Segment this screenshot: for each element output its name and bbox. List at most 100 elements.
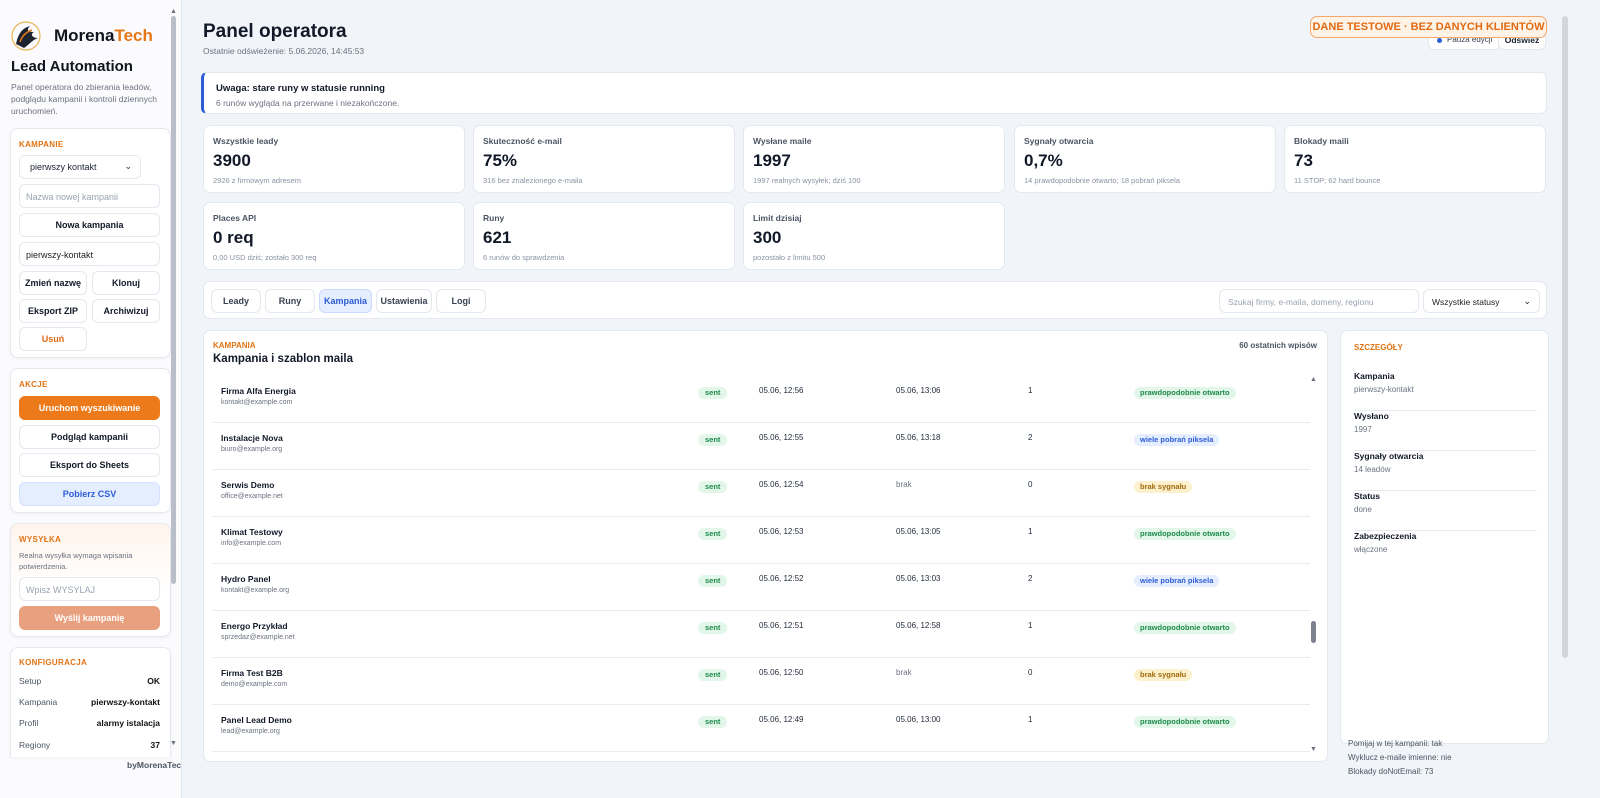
- tab-runs[interactable]: Runy: [265, 289, 315, 313]
- detail-key: Wysłano: [1354, 411, 1389, 421]
- stat-label: Skuteczność e-mail: [483, 136, 562, 146]
- campaign-slug-input[interactable]: pierwszy-kontakt: [19, 242, 160, 266]
- config-value: 37: [150, 740, 160, 750]
- detail-item: Wysłano 1997: [1354, 411, 1537, 451]
- opened-date: 05.06, 13:00: [896, 715, 941, 724]
- config-row-regions: Regiony 37: [19, 740, 160, 750]
- campaign-select[interactable]: pierwszy kontakt ⌄: [19, 155, 141, 179]
- detail-item: Status done: [1354, 491, 1537, 531]
- export-zip-button[interactable]: Eksport ZIP: [19, 299, 87, 323]
- company-name: Hydro Panel: [221, 574, 271, 584]
- opened-date: brak: [896, 668, 912, 677]
- preview-campaign-button[interactable]: Podgląd kampanii: [19, 425, 160, 449]
- scroll-thumb[interactable]: [1311, 621, 1316, 643]
- signal-badge: wiele pobrań piksela: [1134, 434, 1220, 446]
- send-confirm-input[interactable]: Wpisz WYSYLAJ: [19, 577, 160, 601]
- send-campaign-button[interactable]: Wyślij kampanię: [19, 606, 160, 630]
- table-row[interactable]: Firma Alfa Energia kontakt@example.com sen…: [212, 376, 1310, 423]
- detail-value: pierwszy-kontakt: [1354, 385, 1414, 394]
- rename-button[interactable]: Zmień nazwę: [19, 271, 87, 295]
- new-campaign-input[interactable]: Nazwa nowej kampanii: [19, 184, 160, 208]
- scroll-down-icon[interactable]: ▼: [1310, 746, 1317, 753]
- table-row[interactable]: Energo Przykład sprzedaz@example.net sent 0…: [212, 611, 1310, 658]
- scroll-up-icon[interactable]: ▲: [1310, 376, 1317, 383]
- sidebar-scrollbar[interactable]: [171, 16, 176, 584]
- brand-footer: byMorenaTech: [127, 760, 182, 770]
- open-count: 1: [1028, 527, 1033, 536]
- details-overflow-line: Blokady doNotEmail: 73: [1348, 767, 1434, 776]
- rows-scrollbar[interactable]: ▲ ▼: [1309, 376, 1319, 756]
- status-filter-value: Wszystkie statusy: [1432, 297, 1500, 307]
- opened-date: 05.06, 13:03: [896, 574, 941, 583]
- scroll-up-icon[interactable]: ▲: [170, 8, 177, 15]
- signal-badge: brak sygnału: [1134, 669, 1193, 681]
- detail-value: włączone: [1354, 545, 1388, 554]
- status-badge: sent: [698, 387, 728, 399]
- status-dot-icon: [1437, 37, 1442, 43]
- stat-label: Limit dzisiaj: [753, 213, 802, 223]
- campaign-panel: KAMPANIA Kampania i szablon maila 60 ost…: [203, 330, 1328, 762]
- tab-campaign[interactable]: Kampania: [319, 289, 372, 313]
- details-heading: SZCZEGÓŁY: [1354, 343, 1403, 352]
- chevron-down-icon: ⌄: [124, 161, 132, 171]
- config-card: KONFIGURACJA Setup OK Kampania pierwszy-ko…: [10, 647, 171, 757]
- stat-value: 1997: [753, 151, 791, 170]
- logo-name: Morena: [54, 26, 115, 45]
- sending-heading: WYSYŁKA: [19, 535, 62, 544]
- stat-sub: 0,00 USD dziś; zostało 300 req: [213, 253, 317, 262]
- status-filter-select[interactable]: Wszystkie statusy ⌄: [1423, 289, 1540, 313]
- status-badge: sent: [698, 528, 728, 540]
- tab-logs[interactable]: Logi: [436, 289, 486, 313]
- table-row[interactable]: Serwis Demo office@example.net sent 05.06, …: [212, 470, 1310, 517]
- table-row[interactable]: Firma Test B2B demo@example.com sent 05.06,…: [212, 658, 1310, 705]
- company-email: info@example.com: [221, 540, 282, 547]
- table-row[interactable]: Klimat Testowy info@example.com sent 05.06,…: [212, 517, 1310, 564]
- new-campaign-button[interactable]: Nowa kampania: [19, 213, 160, 237]
- alert-text: 6 runów wygląda na przerwane i niezakońc…: [216, 98, 400, 108]
- table-row[interactable]: Hydro Panel kontakt@example.org sent 05.06,…: [212, 564, 1310, 611]
- config-key: Setup: [19, 676, 42, 686]
- stat-value: 75%: [483, 151, 518, 170]
- company-email: demo@example.com: [221, 681, 288, 688]
- logo-accent: Tech: [114, 26, 153, 45]
- table-row[interactable]: Panel Lead Demo lead@example.org sent 05.06…: [212, 705, 1310, 752]
- search-input[interactable]: Szukaj firmy, e-maila, domeny, regionu: [1219, 289, 1419, 313]
- archive-button[interactable]: Archiwizuj: [92, 299, 160, 323]
- signal-badge: prawdopodobnie otwarto: [1134, 528, 1236, 540]
- table-row[interactable]: Instalacje Nova biuro@example.org sent 05.0…: [212, 423, 1310, 470]
- open-count: 0: [1028, 668, 1033, 677]
- stat-sub: 1997 realnych wysyłek; dziś 100: [753, 176, 861, 185]
- run-search-button[interactable]: Uruchom wyszukiwanie: [19, 396, 160, 420]
- actions-card: AKCJE Uruchom wyszukiwanie Podgląd kampa…: [10, 368, 171, 513]
- page-scrollbar[interactable]: [1562, 16, 1568, 658]
- panel-title: Kampania i szablon maila: [213, 353, 353, 365]
- sent-date: 05.06, 12:53: [759, 527, 804, 536]
- sending-card: WYSYŁKA Realna wysyłka wymaga wpisania p…: [10, 523, 171, 637]
- tab-bar: Leady Runy Kampania Ustawienia Logi Szuk…: [203, 281, 1547, 319]
- stat-value: 0,7%: [1024, 151, 1063, 170]
- stat-card: Skuteczność e-mail 75% 316 bez znalezioneg…: [473, 125, 735, 193]
- open-count: 2: [1028, 574, 1033, 583]
- actions-heading: AKCJE: [19, 380, 48, 389]
- download-csv-button[interactable]: Pobierz CSV: [19, 482, 160, 506]
- campaigns-heading: KAMPANIE: [19, 140, 64, 149]
- delete-button[interactable]: Usuń: [19, 327, 87, 351]
- stat-card: Sygnały otwarcia 0,7% 14 prawdopodobnie ot…: [1014, 125, 1276, 193]
- scroll-down-icon[interactable]: ▼: [170, 740, 177, 747]
- stat-value: 300: [753, 228, 782, 247]
- tab-leads[interactable]: Leady: [211, 289, 261, 313]
- company-email: office@example.net: [221, 493, 283, 500]
- sidebar-title: Lead Automation: [11, 58, 133, 75]
- clone-button[interactable]: Klonuj: [92, 271, 160, 295]
- export-sheets-button[interactable]: Eksport do Sheets: [19, 453, 160, 477]
- campaign-rows[interactable]: Firma Alfa Energia kontakt@example.com sen…: [212, 376, 1310, 761]
- detail-value: done: [1354, 505, 1372, 514]
- signal-badge: prawdopodobnie otwarto: [1134, 716, 1236, 728]
- campaign-select-value: pierwszy kontakt: [30, 162, 97, 172]
- stat-value: 3900: [213, 151, 251, 170]
- stat-sub: pozostało z limitu 500: [753, 253, 826, 262]
- last-refresh: Ostatnie odświeżenie: 5.06.2026, 14:45:5…: [203, 46, 365, 56]
- tab-settings[interactable]: Ustawienia: [376, 289, 432, 313]
- sent-date: 05.06, 12:51: [759, 621, 804, 630]
- company-email: sprzedaz@example.net: [221, 634, 295, 641]
